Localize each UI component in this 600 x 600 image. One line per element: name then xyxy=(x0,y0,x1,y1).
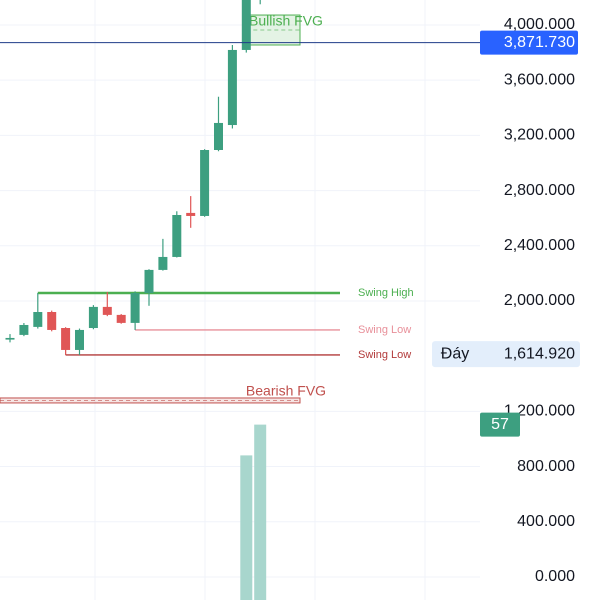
candle-body xyxy=(172,214,182,257)
candle-body xyxy=(116,314,126,323)
candle-body xyxy=(144,269,154,293)
last-price-tag xyxy=(480,30,578,55)
y-tick-label: 800.000 xyxy=(517,458,575,475)
last-price-label: 3,871.730 xyxy=(504,34,575,51)
candle-body xyxy=(61,328,71,350)
volume-tag xyxy=(480,412,520,437)
swing-label: Swing Low xyxy=(358,324,411,336)
candle-body xyxy=(88,306,98,329)
candle-body xyxy=(130,292,140,323)
candle-body xyxy=(75,329,84,350)
bottom-marker-value: 1,614.920 xyxy=(504,345,575,362)
volume-bar xyxy=(254,424,267,600)
y-tick-label: 3,200.000 xyxy=(504,127,575,144)
candle-body xyxy=(200,150,210,216)
bottom-marker-tag xyxy=(432,341,580,368)
volume-bar xyxy=(240,455,253,600)
bottom-marker-text: Đáy xyxy=(441,345,469,362)
y-tick-label: 1,200.000 xyxy=(504,403,575,420)
candle-body xyxy=(47,312,57,330)
y-tick-label: 4,000.000 xyxy=(504,16,575,33)
candle-body xyxy=(33,312,43,327)
swing-label: Swing Low xyxy=(358,349,411,361)
y-tick-label: 2,800.000 xyxy=(504,182,575,199)
y-tick-label: 3,600.000 xyxy=(504,71,575,88)
y-tick-label: 2,400.000 xyxy=(504,237,575,254)
y-tick-label: 0.000 xyxy=(535,568,575,585)
candle-body xyxy=(102,306,112,315)
candle-body xyxy=(186,212,196,216)
candle-body xyxy=(241,0,251,50)
candle-body xyxy=(214,122,223,150)
fvg-label: Bullish FVG xyxy=(249,13,323,29)
fvg-label: Bearish FVG xyxy=(246,383,326,399)
price-axis xyxy=(480,0,600,600)
candle-body xyxy=(227,49,237,126)
y-tick-label: 2,000.000 xyxy=(504,292,575,309)
candle-body xyxy=(19,324,29,335)
swing-label: Swing High xyxy=(358,287,414,299)
y-tick-label: 400.000 xyxy=(517,513,575,530)
candle-body xyxy=(158,256,168,270)
volume-tag-label: 57 xyxy=(491,416,509,433)
candle-body xyxy=(5,337,15,340)
